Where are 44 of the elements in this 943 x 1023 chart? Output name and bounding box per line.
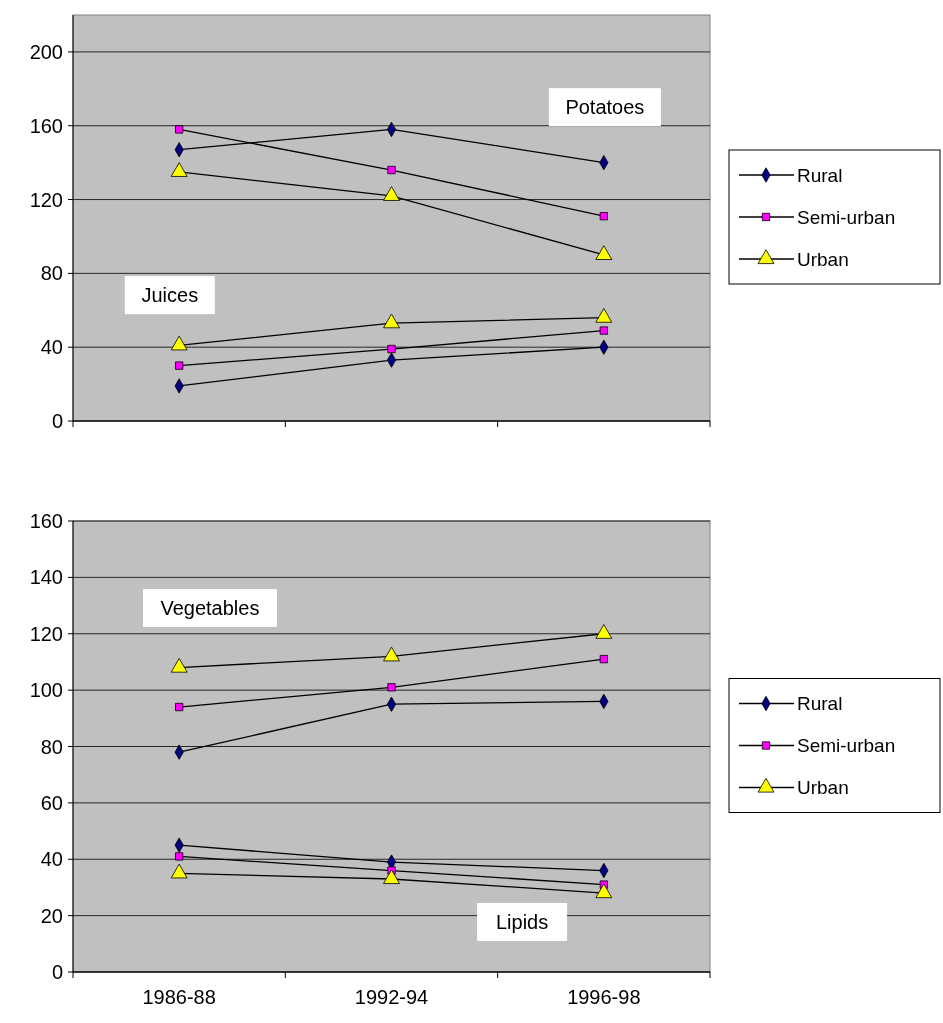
point	[595, 883, 613, 899]
y-tick-label: 40	[40, 336, 63, 359]
point	[387, 165, 396, 175]
y-tick-label: 120	[29, 188, 63, 211]
point	[387, 683, 396, 692]
point	[175, 361, 184, 370]
y-tick-label: 20	[40, 904, 63, 927]
legend-label: Urban	[797, 777, 849, 799]
annotation: Lipids	[495, 910, 549, 933]
legend-label: Semi-urban	[797, 735, 896, 757]
y-tick-label: 0	[51, 961, 63, 983]
annotation: Vegetables	[160, 597, 260, 620]
y-tick-label: 120	[29, 622, 63, 645]
y-tick-label: 100	[29, 679, 63, 702]
legend-label: Rural	[797, 164, 843, 186]
legend-label: Semi-urban	[797, 206, 896, 228]
y-tick-label: 160	[29, 510, 63, 532]
point	[383, 869, 400, 884]
y-tick-label: 160	[29, 114, 63, 137]
point	[170, 863, 188, 879]
legend-label: Urban	[797, 248, 849, 270]
x-tick-label: 1986-88	[142, 986, 216, 1008]
point	[175, 702, 184, 712]
y-tick-label: 0	[51, 410, 63, 432]
annotation: Potatoes	[565, 96, 645, 119]
y-tick-label: 200	[29, 40, 63, 63]
point	[170, 335, 188, 351]
annotation: Juices	[141, 284, 199, 307]
point	[175, 125, 184, 134]
point	[383, 313, 400, 329]
point	[595, 308, 613, 323]
y-tick-label: 140	[29, 566, 63, 589]
x-tick-label: 1992-94	[354, 986, 429, 1008]
y-tick-label: 80	[40, 262, 63, 285]
point	[387, 344, 396, 354]
point	[599, 326, 608, 335]
y-tick-label: 40	[40, 848, 63, 871]
y-tick-label: 80	[40, 735, 63, 758]
point	[599, 655, 608, 664]
x-tick-label: 1996-98	[567, 986, 641, 1008]
y-tick-label: 60	[40, 791, 63, 814]
point	[175, 852, 184, 861]
point	[599, 212, 608, 221]
legend-label: Rural	[797, 693, 843, 715]
